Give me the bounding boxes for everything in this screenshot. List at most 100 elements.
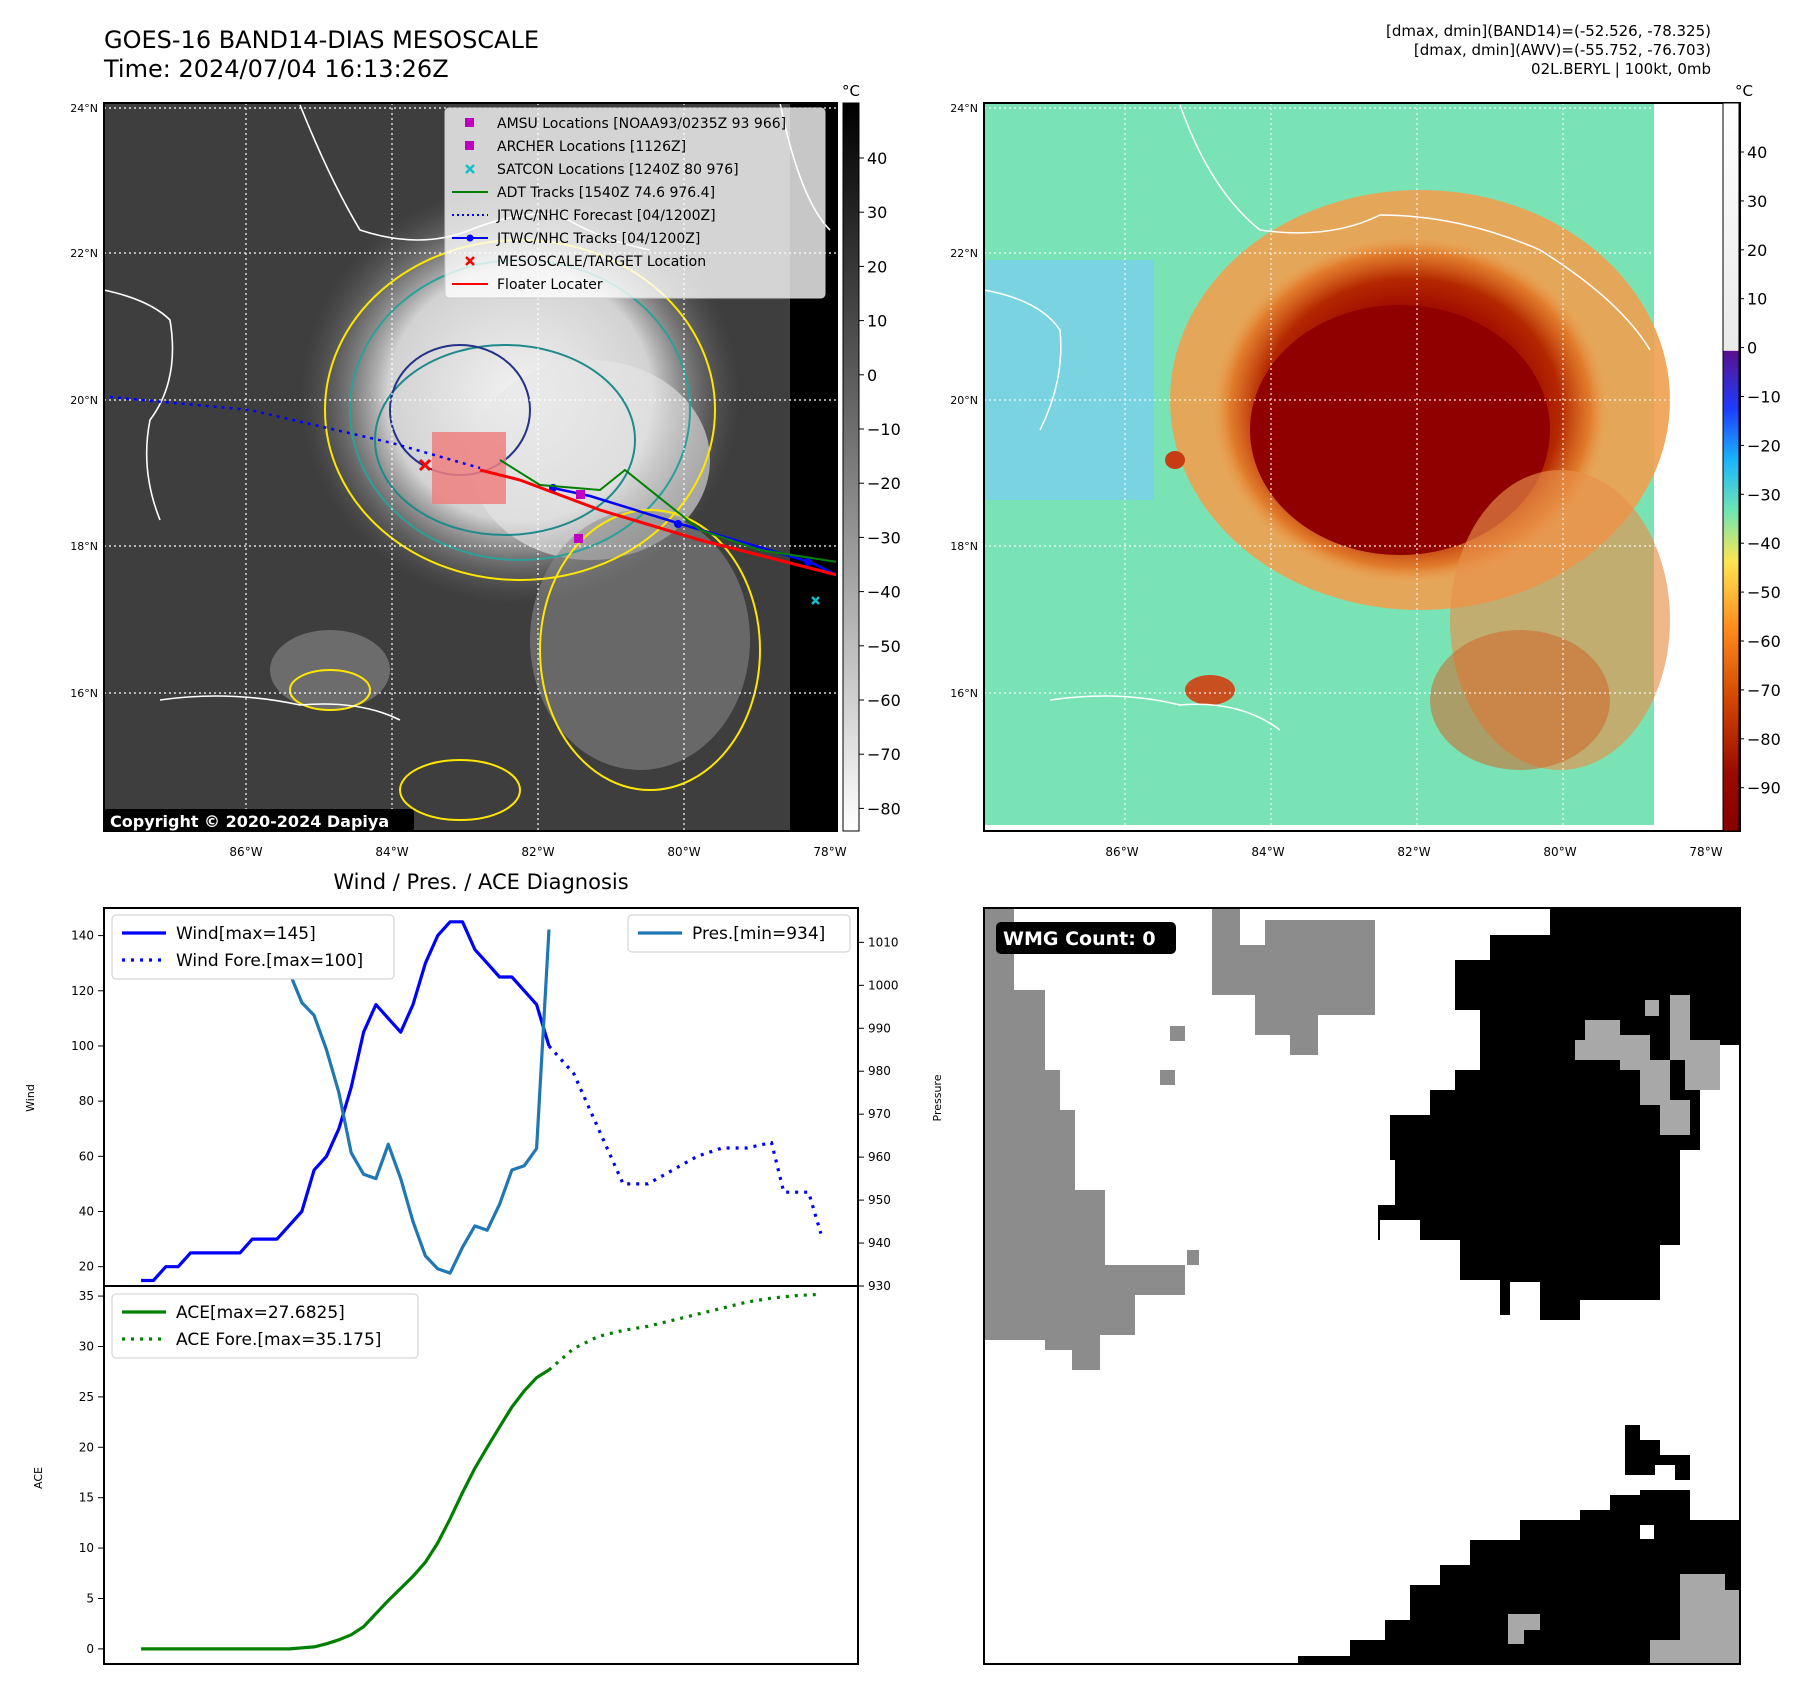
colorbar-tick-label: −60: [1747, 632, 1781, 651]
map-title-line2: Time: 2024/07/04 16:13:26Z: [104, 55, 449, 83]
y-tick-label: 25: [79, 1390, 94, 1404]
latitude-label: 18°N: [70, 540, 98, 553]
y2-tick-label: 1000: [868, 978, 899, 992]
y2-tick-label: 1010: [868, 935, 899, 949]
y-tick-label: 100: [71, 1039, 94, 1053]
series-line: [141, 920, 551, 1283]
latitude-label: 22°N: [950, 247, 978, 260]
colorbar-tick-label: −70: [867, 745, 901, 764]
colorbar-tick-label: −50: [1747, 583, 1781, 602]
colorbar-tick-label: 10: [1747, 290, 1767, 309]
legend-label: JTWC/NHC Forecast [04/1200Z]: [496, 208, 716, 224]
colorbar-tick-label: 10: [867, 312, 887, 331]
y-tick-label: 60: [79, 1149, 94, 1163]
series-line: [547, 1044, 823, 1235]
y2-tick-label: 990: [868, 1021, 891, 1035]
y-tick-label: 10: [79, 1541, 94, 1555]
colorbar-tick-label: −20: [1747, 436, 1781, 455]
longitude-label: 78°W: [1689, 845, 1722, 859]
legend-marker: [465, 164, 475, 174]
y-tick-label: 35: [79, 1289, 94, 1303]
colorbar-tick-label: −80: [1747, 730, 1781, 749]
awv-colorbar: 40 30 20 10 0 −10 −20 −30 −40 −50 −60 −70 −80 −90: [1722, 102, 1781, 832]
chart-legend: [627, 914, 851, 953]
legend-marker: [465, 118, 474, 127]
y2-tick-label: 950: [868, 1193, 891, 1207]
copyright-text: Copyright © 2020-2024 Dapiya: [110, 812, 389, 831]
colorbar-tick-label: −40: [867, 583, 901, 602]
longitude-label: 82°W: [1397, 845, 1430, 859]
latitude-label: 22°N: [70, 247, 98, 260]
colorbar-tick-label: 30: [1747, 192, 1767, 211]
latitude-label: 16°N: [70, 687, 98, 700]
legend-label: MESOSCALE/TARGET Location: [497, 254, 706, 270]
colorbar-tick-label: 30: [867, 203, 887, 222]
legend-label: Floater Locater: [497, 277, 603, 293]
wmg-panel: [983, 907, 1741, 1665]
map-title-line1: GOES-16 BAND14-DIAS MESOSCALE: [104, 26, 540, 54]
colorbar-tick-label: −50: [867, 637, 901, 656]
colorbar-tick-label: 40: [867, 149, 887, 168]
colorbar-tick-label: −10: [867, 420, 901, 439]
colorbar-tick-label: −70: [1747, 681, 1781, 700]
ace-plot: 0 5 10 15 20 25 30 35 ACE[max=27.6825] ACE Fore.[…: [79, 1285, 859, 1665]
y-tick-label: 140: [71, 929, 94, 943]
legend-label: JTWC/NHC Tracks [04/1200Z]: [496, 231, 700, 247]
colorbar-tick-label: 20: [867, 257, 887, 276]
longitude-label: 80°W: [1543, 845, 1576, 859]
ace-axis-label: ACE: [32, 1467, 45, 1489]
awv-colorbar-unit: °C: [1735, 82, 1753, 100]
info-awv: [dmax, dmin](AWV)=(-55.752, -76.703): [1413, 41, 1711, 59]
colorbar-tick-label: −40: [1747, 534, 1781, 553]
longitude-label: 84°W: [1251, 845, 1284, 859]
info-storm: 02L.BERYL | 100kt, 0mb: [1531, 60, 1711, 78]
y-tick-label: 20: [79, 1260, 94, 1274]
y-tick-label: 20: [79, 1440, 94, 1454]
y2-tick-label: 970: [868, 1107, 891, 1121]
y-tick-label: 80: [79, 1094, 94, 1108]
legend-label: AMSU Locations [NOAA93/0235Z 93 966]: [497, 116, 786, 132]
colorbar-tick-label: −90: [1747, 779, 1781, 798]
longitude-label: 80°W: [667, 845, 700, 859]
chart-legend-label: Wind Fore.[max=100]: [176, 951, 363, 971]
y-tick-label: 5: [86, 1591, 94, 1605]
wind-axis-label: Wind: [24, 1084, 37, 1112]
legend-label: SATCON Locations [1240Z 80 976]: [497, 162, 739, 178]
longitude-label: 86°W: [1105, 845, 1138, 859]
series-line: [547, 1292, 821, 1372]
legend-label: ADT Tracks [1540Z 74.6 976.4]: [497, 185, 715, 201]
latitude-label: 24°N: [70, 102, 98, 115]
info-band14: [dmax, dmin](BAND14)=(-52.526, -78.325): [1386, 22, 1711, 40]
colorbar-tick-label: 40: [1747, 143, 1767, 162]
longitude-label: 78°W: [813, 845, 846, 859]
y-tick-label: 0: [86, 1642, 94, 1656]
y2-tick-label: 980: [868, 1064, 891, 1078]
y-tick-label: 15: [79, 1491, 94, 1505]
colorbar-tick-label: −20: [867, 474, 901, 493]
chart-legend-label: ACE[max=27.6825]: [176, 1303, 345, 1323]
ir-colorbar-unit: °C: [842, 82, 860, 100]
longitude-label: 82°W: [521, 845, 554, 859]
legend-marker: [465, 256, 475, 266]
latitude-label: 20°N: [950, 394, 978, 407]
pressure-axis-label: Pressure: [931, 1074, 944, 1121]
y-tick-label: 40: [79, 1205, 94, 1219]
y2-tick-label: 960: [868, 1150, 891, 1164]
map-legend: AMSU Locations [NOAA93/0235Z 93 966] ARCH…: [444, 107, 826, 299]
colorbar-tick-label: −30: [1747, 485, 1781, 504]
colorbar-tick-label: −80: [867, 799, 901, 818]
chart-legend-label: Wind[max=145]: [176, 924, 316, 944]
wmg-count-label: WMG Count: 0: [1003, 928, 1156, 950]
colorbar-tick-label: 20: [1747, 241, 1767, 260]
chart-legend: [111, 914, 395, 980]
y-tick-label: 30: [79, 1339, 94, 1353]
diagnosis-title: Wind / Pres. / ACE Diagnosis: [333, 870, 628, 894]
chart-legend: [111, 1293, 419, 1359]
ir-colorbar: 40 30 20 10 0 −10 −20 −30 −40 −50 −60 −70 −80: [842, 102, 901, 832]
wind-pressure-plot: 20 40 60 80 100 120 140 930 940 950 960 970 980 990 10…: [71, 907, 899, 1293]
y2-tick-label: 930: [868, 1279, 891, 1293]
latitude-label: 24°N: [950, 102, 978, 115]
legend-marker: [465, 141, 474, 150]
colorbar-tick-label: −30: [867, 528, 901, 547]
